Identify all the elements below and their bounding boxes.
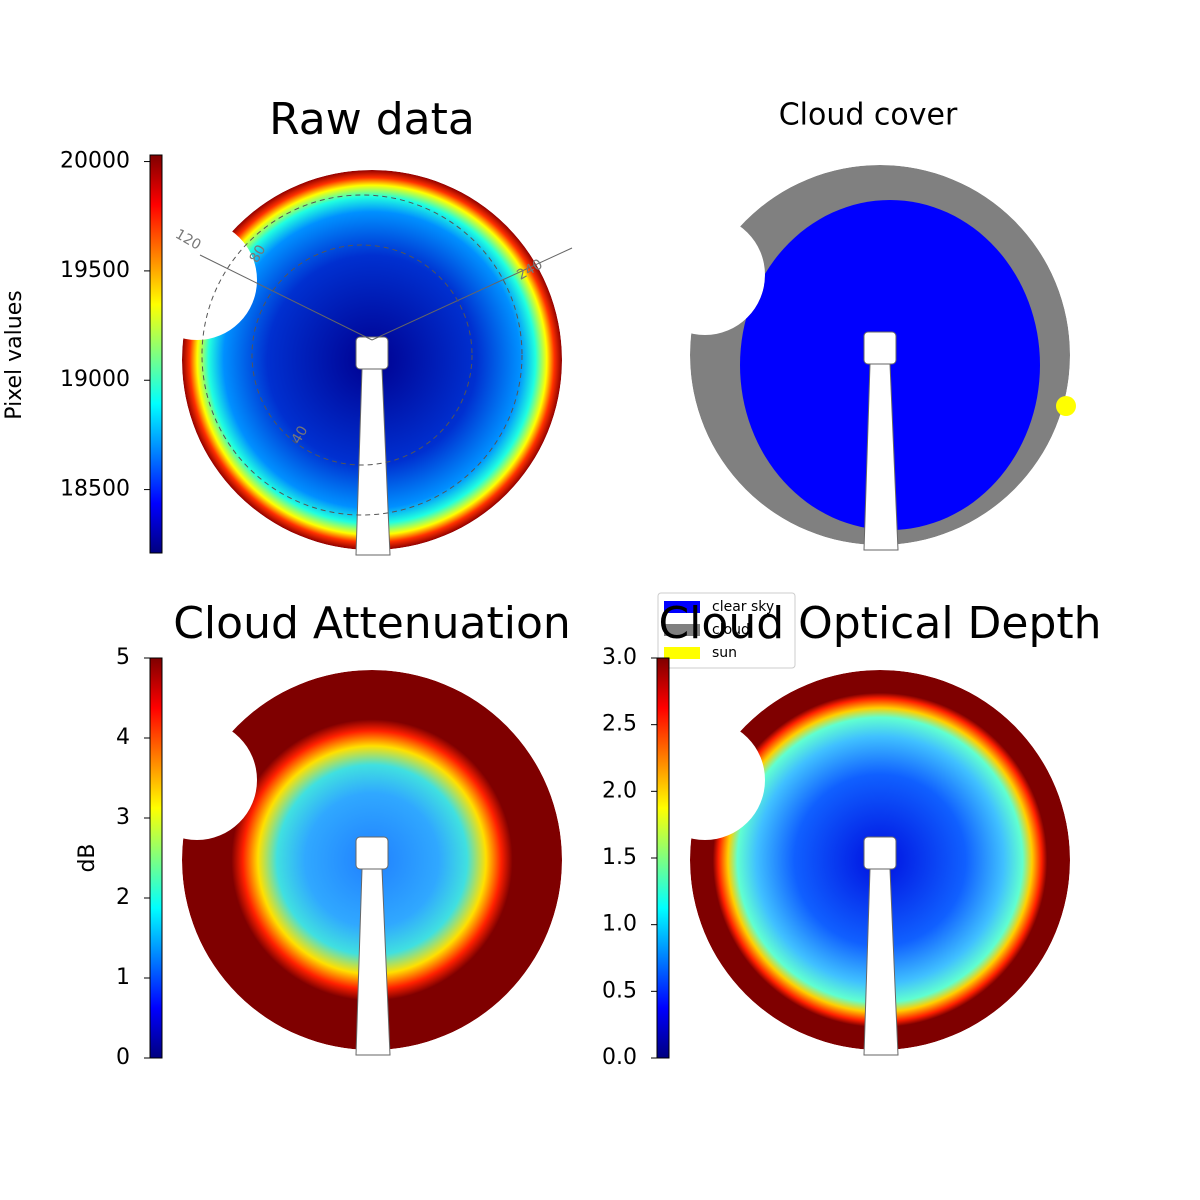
panel: Raw data120802404018500190001950020000Pi… bbox=[2, 94, 573, 556]
camera-arm bbox=[355, 336, 389, 370]
colorbar-tick-label: 2.5 bbox=[602, 712, 637, 737]
panel-title: Cloud cover bbox=[779, 98, 958, 133]
polar-ray bbox=[371, 247, 573, 341]
colorbar-label: Pixel values bbox=[2, 290, 27, 419]
camera-arm bbox=[355, 368, 391, 556]
legend-swatch bbox=[664, 601, 700, 613]
colorbar bbox=[149, 154, 163, 554]
colorbar-tick-label: 4 bbox=[116, 725, 130, 750]
camera-arm bbox=[863, 836, 897, 870]
colorbar bbox=[656, 657, 670, 1059]
colorbar-tick-label: 3 bbox=[116, 805, 130, 830]
colorbar-tick-label: 2.0 bbox=[602, 778, 637, 803]
panel: Cloud cover clear sky cloud sun bbox=[657, 98, 1076, 669]
sun bbox=[1056, 396, 1076, 416]
polar-label: 80 bbox=[247, 242, 270, 265]
colorbar-tick-label: 3.0 bbox=[602, 645, 637, 670]
camera-arm bbox=[355, 836, 389, 870]
colorbar-tick-label: 19500 bbox=[60, 258, 130, 283]
legend-label: cloud bbox=[712, 622, 750, 638]
panel: Cloud Attenuation 0 1 2 3 4 5 dB bbox=[75, 598, 571, 1070]
polar-ring bbox=[201, 194, 523, 516]
colorbar-tick-label: 2 bbox=[116, 885, 130, 910]
panel-title: Raw data bbox=[269, 94, 475, 145]
camera-arm bbox=[355, 868, 391, 1056]
legend-swatch bbox=[664, 624, 700, 636]
polar-ray bbox=[199, 254, 373, 341]
legend-swatch bbox=[664, 647, 700, 659]
panel: Cloud Optical Depth 0.0 0.5 1.0 1.5 2.0 2.5 3.0 bbox=[602, 598, 1102, 1070]
colorbar-tick-label: 18500 bbox=[60, 477, 130, 502]
panel-title: Cloud Attenuation bbox=[173, 598, 571, 649]
colorbar-label: dB bbox=[75, 843, 100, 872]
polar-ring bbox=[251, 244, 473, 466]
legend-label: sun bbox=[712, 645, 737, 661]
panel-title: Cloud Optical Depth bbox=[658, 598, 1101, 649]
colorbar bbox=[149, 657, 163, 1059]
camera-arm bbox=[863, 363, 899, 551]
colorbar-tick-label: 0.5 bbox=[602, 978, 637, 1003]
colorbar-tick-label: 1 bbox=[116, 965, 130, 990]
colorbar-tick-label: 0.0 bbox=[602, 1045, 637, 1070]
colorbar-tick-label: 5 bbox=[116, 645, 130, 670]
colorbar-tick-label: 19000 bbox=[60, 367, 130, 392]
colorbar-tick-label: 1.0 bbox=[602, 912, 637, 937]
colorbar-tick-label: 0 bbox=[116, 1045, 130, 1070]
camera-arm bbox=[863, 868, 899, 1056]
polar-label: 40 bbox=[289, 423, 312, 446]
polar-label: 120 bbox=[172, 226, 203, 253]
legend-label: clear sky bbox=[712, 599, 774, 615]
camera-arm bbox=[863, 331, 897, 365]
colorbar-tick-label: 1.5 bbox=[602, 845, 637, 870]
colorbar-tick-label: 20000 bbox=[60, 149, 130, 174]
